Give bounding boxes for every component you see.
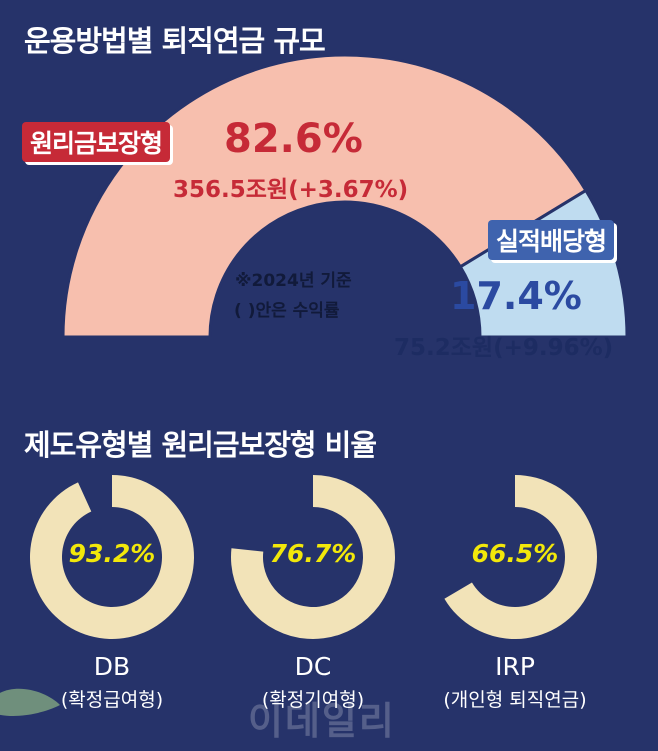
watermark-logo: 이데일리: [248, 699, 396, 743]
db-label: DB (확정급여형): [12, 652, 212, 712]
principal-guaranteed-amount: 356.5조원(+3.67%): [173, 177, 409, 203]
irp-name: IRP: [495, 652, 535, 681]
performance-based-percent: 17.4%: [450, 274, 582, 318]
dc-sub: (확정기여형): [261, 689, 365, 711]
dc-label: DC (확정기여형): [213, 652, 413, 712]
leaf-decoration-icon: [0, 688, 60, 716]
db-name: DB: [93, 652, 131, 681]
section1-title: 운용방법별 퇴직연금 규모: [24, 24, 326, 58]
dc-name: DC: [294, 652, 332, 681]
db-percent: 93.2%: [68, 539, 156, 568]
db-donut-arc: [29, 475, 194, 639]
irp-label: IRP (개인형 퇴직연금): [415, 652, 615, 712]
principal-guaranteed-tag: 원리금보장형: [22, 122, 171, 162]
performance-based-tag: 실적배당형: [488, 220, 615, 260]
performance-based-amount: 75.2조원(+9.96%): [394, 335, 614, 361]
irp-percent: 66.5%: [471, 539, 559, 568]
irp-sub: (개인형 퇴직연금): [443, 689, 587, 711]
section2-title: 제도유형별 원리금보장형 비율: [24, 428, 377, 462]
irp-donut-arc: [444, 475, 597, 639]
dc-percent: 76.7%: [269, 539, 357, 568]
db-sub: (확정급여형): [60, 689, 164, 711]
dc-donut-arc: [231, 475, 395, 639]
note-parentheses: ( )안은 수익률: [234, 301, 340, 321]
note-base-year: ※2024년 기준: [235, 271, 352, 291]
principal-guaranteed-percent: 82.6%: [224, 116, 363, 162]
